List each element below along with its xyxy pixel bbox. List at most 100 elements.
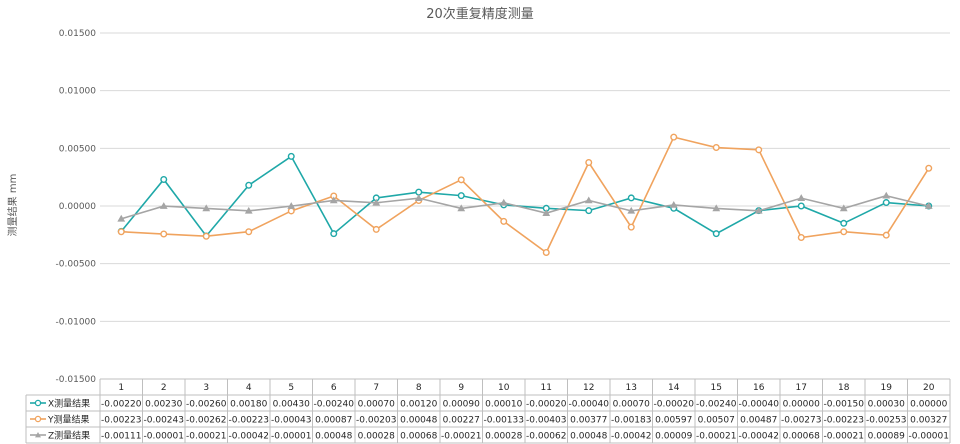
y-tick-label: 0.00500 bbox=[59, 144, 96, 154]
data-point bbox=[882, 231, 890, 239]
data-label: -0.00240 bbox=[314, 400, 355, 410]
x-tick-label: 13 bbox=[626, 383, 637, 393]
data-label: -0.00040 bbox=[739, 400, 780, 410]
y-tick-label: -0.00500 bbox=[56, 260, 97, 270]
data-point bbox=[287, 152, 295, 160]
data-point bbox=[117, 214, 126, 222]
data-point bbox=[457, 176, 465, 184]
x-tick-label: 15 bbox=[711, 383, 722, 393]
x-tick-label: 3 bbox=[203, 383, 209, 393]
data-label: -0.00062 bbox=[526, 432, 566, 442]
y-tick-label: 0.00000 bbox=[59, 202, 96, 212]
data-label: -0.00021 bbox=[186, 432, 226, 442]
x-tick-label: 16 bbox=[753, 383, 765, 393]
data-point bbox=[669, 200, 678, 208]
data-label: 0.00048 bbox=[400, 416, 437, 426]
data-label: -0.00240 bbox=[696, 400, 737, 410]
x-tick-label: 4 bbox=[246, 383, 252, 393]
x-tick-label: 6 bbox=[331, 383, 337, 393]
data-point bbox=[415, 188, 423, 196]
data-point bbox=[202, 232, 210, 240]
data-label: -0.00020 bbox=[654, 400, 695, 410]
data-point bbox=[244, 206, 253, 214]
y-tick-label: 0.01500 bbox=[59, 29, 96, 39]
data-point bbox=[839, 204, 848, 212]
data-label: 0.00000 bbox=[783, 400, 820, 410]
data-label: 0.00009 bbox=[655, 432, 692, 442]
series-group bbox=[117, 152, 933, 240]
data-label: 0.00068 bbox=[400, 432, 437, 442]
data-point bbox=[372, 225, 380, 233]
data-point bbox=[500, 217, 508, 225]
data-label: 0.00227 bbox=[443, 416, 480, 426]
data-label: -0.00040 bbox=[569, 400, 610, 410]
legend-marker bbox=[34, 399, 42, 407]
data-label: 0.00230 bbox=[145, 400, 182, 410]
data-label: 0.00377 bbox=[570, 416, 607, 426]
data-point bbox=[882, 199, 890, 207]
y-tick-label: 0.01000 bbox=[59, 87, 96, 97]
data-label: 0.00030 bbox=[868, 400, 905, 410]
data-label: -0.00262 bbox=[186, 416, 226, 426]
data-label: -0.00253 bbox=[866, 416, 906, 426]
data-point bbox=[414, 194, 423, 201]
data-label: -0.00220 bbox=[101, 400, 142, 410]
x-tick-label: 5 bbox=[288, 383, 294, 393]
chart-title: 20次重复精度测量 bbox=[426, 6, 534, 22]
data-label: -0.00150 bbox=[824, 400, 865, 410]
y-axis-label: 测量结果 mm bbox=[6, 174, 19, 237]
data-label: 0.00090 bbox=[443, 400, 480, 410]
x-tick-label: 12 bbox=[583, 383, 594, 393]
data-label: 0.00597 bbox=[655, 416, 692, 426]
data-point bbox=[797, 233, 805, 241]
data-label: 0.00048 bbox=[315, 432, 352, 442]
data-point bbox=[840, 228, 848, 236]
data-label: -0.00223 bbox=[229, 416, 269, 426]
data-label: -0.00260 bbox=[186, 400, 227, 410]
legend-entry: Z测量结果 bbox=[48, 430, 90, 442]
data-point bbox=[712, 204, 721, 212]
data-label: 0.00028 bbox=[485, 432, 522, 442]
data-point bbox=[797, 202, 805, 210]
legend-entry: Y测量结果 bbox=[47, 414, 90, 426]
data-point bbox=[755, 146, 763, 154]
data-label: -0.00223 bbox=[824, 416, 864, 426]
data-point bbox=[202, 204, 211, 212]
data-point bbox=[245, 228, 253, 236]
series-group bbox=[117, 133, 933, 256]
data-label: -0.00133 bbox=[484, 416, 524, 426]
data-label: 0.00089 bbox=[868, 432, 905, 442]
data-point bbox=[627, 206, 636, 214]
x-tick-label: 9 bbox=[458, 383, 464, 393]
data-point bbox=[117, 228, 125, 236]
data-label: -0.00021 bbox=[441, 432, 481, 442]
data-point bbox=[330, 230, 338, 238]
legend-marker bbox=[35, 432, 41, 438]
series-line bbox=[121, 136, 930, 254]
data-point bbox=[160, 230, 168, 238]
data-point bbox=[159, 202, 168, 209]
data-label: 0.00048 bbox=[570, 432, 607, 442]
y-tick-label: -0.01000 bbox=[56, 317, 97, 327]
data-label: -0.00001 bbox=[271, 432, 311, 442]
x-tick-label: 10 bbox=[498, 383, 510, 393]
data-label: -0.00111 bbox=[101, 432, 141, 442]
data-label: 0.00087 bbox=[315, 416, 352, 426]
data-point bbox=[754, 206, 763, 214]
data-label: -0.00020 bbox=[526, 400, 567, 410]
x-tick-label: 11 bbox=[541, 383, 552, 393]
data-label: -0.00273 bbox=[781, 416, 821, 426]
data-label: 0.00070 bbox=[358, 400, 395, 410]
series-group bbox=[117, 191, 933, 222]
legend-entry: X测量结果 bbox=[48, 398, 90, 410]
data-label: -0.00043 bbox=[271, 416, 311, 426]
data-point bbox=[585, 207, 593, 215]
x-tick-label: 14 bbox=[668, 383, 680, 393]
data-point bbox=[287, 207, 295, 215]
data-point bbox=[457, 204, 466, 212]
data-point bbox=[840, 219, 848, 227]
data-label: -0.00203 bbox=[356, 416, 396, 426]
data-label: 0.00430 bbox=[273, 400, 310, 410]
data-point bbox=[585, 159, 593, 167]
data-label: -0.00403 bbox=[526, 416, 566, 426]
